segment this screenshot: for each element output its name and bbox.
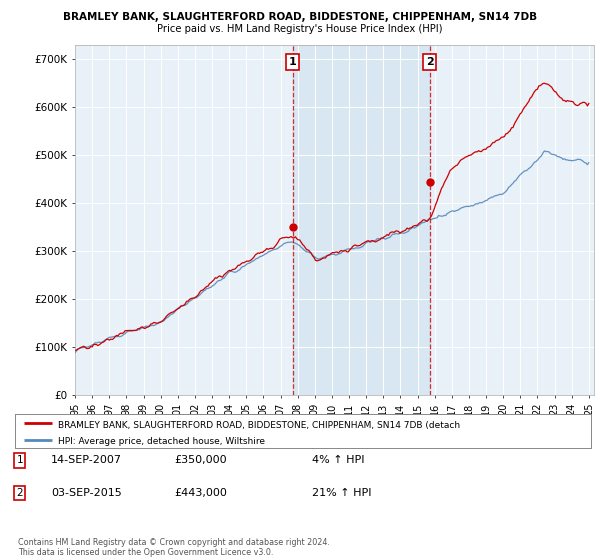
Text: 2: 2 xyxy=(425,57,433,67)
Text: BRAMLEY BANK, SLAUGHTERFORD ROAD, BIDDESTONE, CHIPPENHAM, SN14 7DB: BRAMLEY BANK, SLAUGHTERFORD ROAD, BIDDES… xyxy=(63,12,537,22)
Text: Contains HM Land Registry data © Crown copyright and database right 2024.
This d: Contains HM Land Registry data © Crown c… xyxy=(18,538,330,557)
Text: 1: 1 xyxy=(16,455,23,465)
Bar xyxy=(293,45,430,395)
Text: 2: 2 xyxy=(16,488,23,498)
Text: 03-SEP-2015: 03-SEP-2015 xyxy=(51,488,122,498)
Text: HPI: Average price, detached house, Wiltshire: HPI: Average price, detached house, Wilt… xyxy=(58,437,265,446)
Text: £443,000: £443,000 xyxy=(174,488,227,498)
Text: £350,000: £350,000 xyxy=(174,455,227,465)
Text: 1: 1 xyxy=(289,57,296,67)
Text: 4% ↑ HPI: 4% ↑ HPI xyxy=(312,455,365,465)
Text: 14-SEP-2007: 14-SEP-2007 xyxy=(51,455,122,465)
Text: 21% ↑ HPI: 21% ↑ HPI xyxy=(312,488,371,498)
Text: BRAMLEY BANK, SLAUGHTERFORD ROAD, BIDDESTONE, CHIPPENHAM, SN14 7DB (detach: BRAMLEY BANK, SLAUGHTERFORD ROAD, BIDDES… xyxy=(58,421,460,430)
Text: Price paid vs. HM Land Registry's House Price Index (HPI): Price paid vs. HM Land Registry's House … xyxy=(157,24,443,34)
